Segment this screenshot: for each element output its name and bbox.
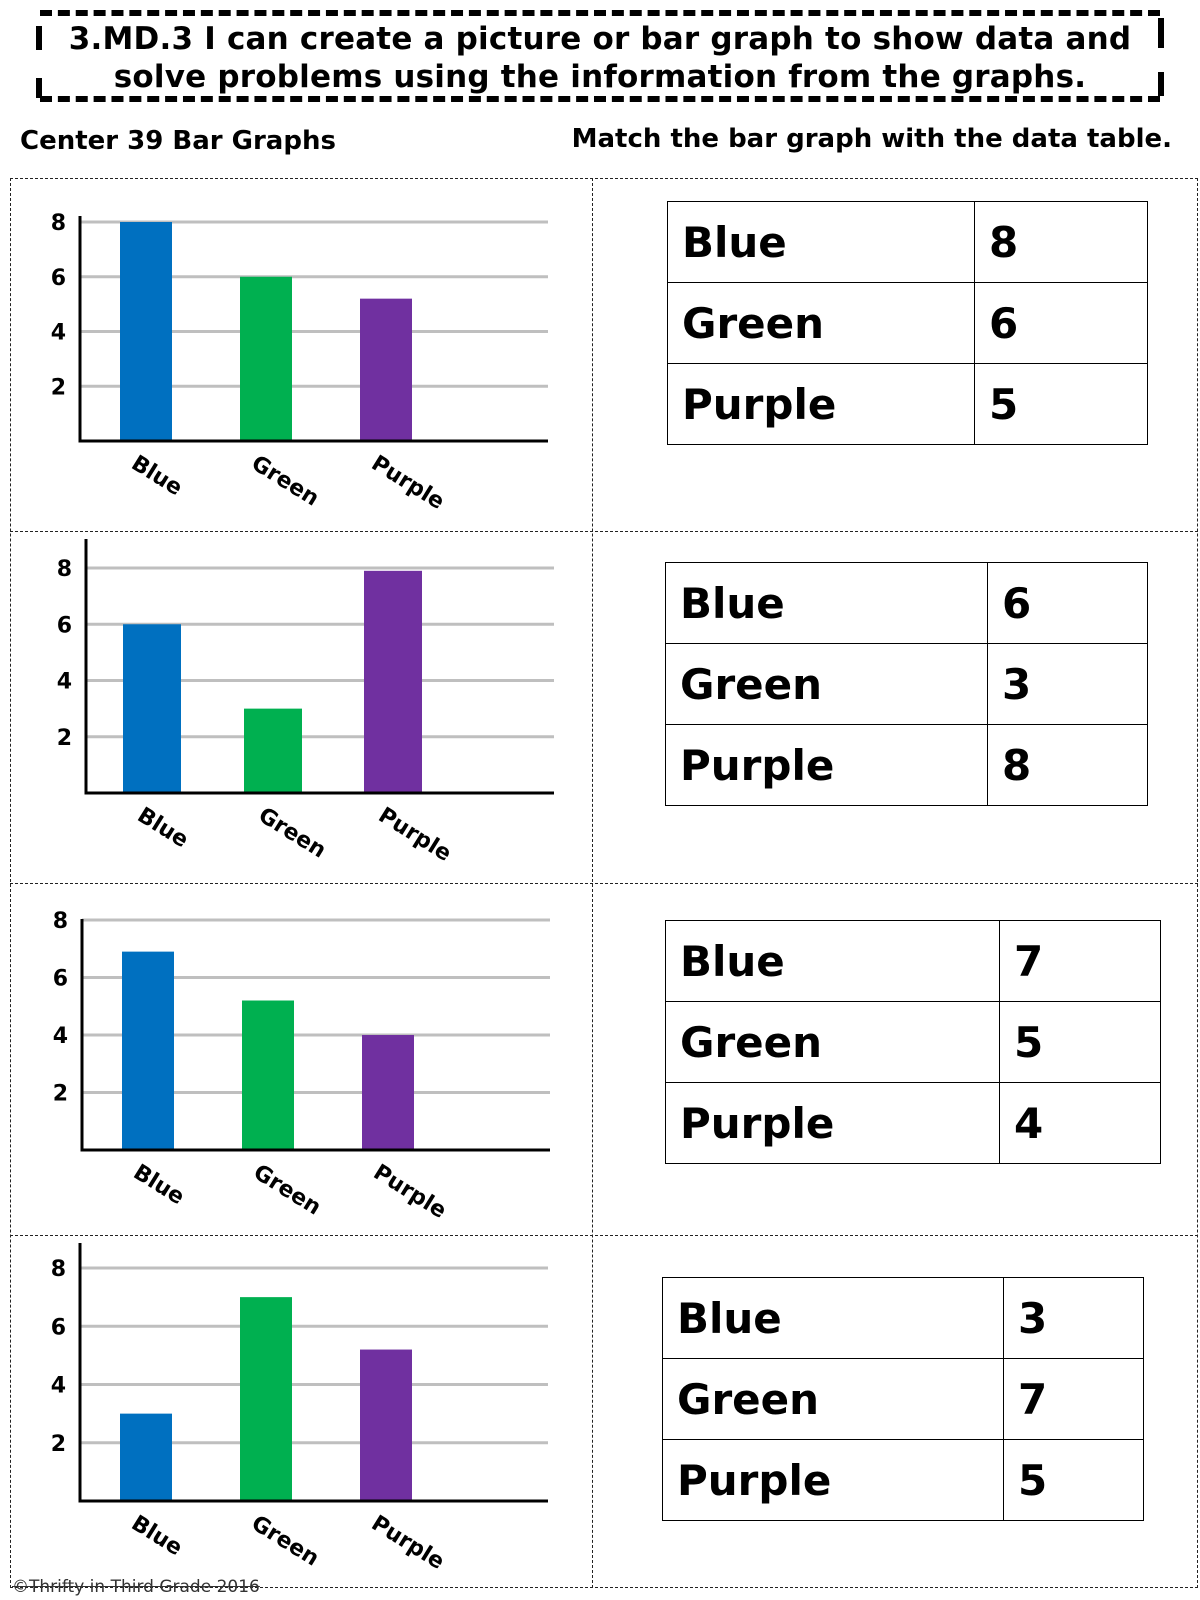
table-value-cell: 6: [987, 562, 1148, 644]
category-label: Blue: [127, 1511, 187, 1561]
table-value-cell: 8: [987, 724, 1148, 806]
bar-purple: [362, 1035, 414, 1150]
bar-purple: [360, 1349, 412, 1501]
objective-banner: 3.MD.3 I can create a picture or bar gra…: [36, 10, 1164, 102]
bar-graph-2: 2 4 6 8 Blue Green Purple: [57, 539, 554, 867]
y-tick-label: 4: [51, 1374, 66, 1399]
category-label: Blue: [129, 1160, 189, 1210]
instructions: Match the bar graph with the data table.: [571, 124, 1172, 154]
table-row: Purple 5: [662, 1439, 1144, 1521]
y-tick-label: 2: [51, 1432, 66, 1457]
category-label: Purple: [367, 1511, 449, 1575]
objective-line-2: solve problems using the information fro…: [113, 59, 1087, 95]
y-tick-label: 4: [51, 321, 66, 346]
cut-line-horizontal: [10, 531, 1198, 532]
bar-green: [244, 708, 302, 793]
table-color-cell: Blue: [665, 562, 988, 644]
y-tick-label: 8: [57, 557, 72, 582]
bar-green: [242, 1000, 294, 1150]
cut-line-horizontal: [10, 1235, 1198, 1236]
table-value-cell: 5: [974, 363, 1148, 445]
table-value-cell: 6: [974, 282, 1148, 364]
category-label: Green: [249, 1160, 325, 1221]
category-label: Green: [247, 451, 323, 512]
table-color-cell: Green: [665, 643, 988, 725]
objective-line-1: 3.MD.3 I can create a picture or bar gra…: [68, 21, 1132, 57]
banner-edge-mark: [1158, 72, 1164, 96]
table-row: Green 6: [667, 282, 1148, 364]
category-label: Green: [254, 803, 330, 864]
table-value-cell: 7: [1003, 1358, 1144, 1440]
table-color-cell: Green: [665, 1001, 1000, 1083]
objective-text: 3.MD.3 I can create a picture or bar gra…: [40, 20, 1160, 96]
y-tick-label: 6: [51, 266, 66, 291]
y-tick-label: 2: [51, 375, 66, 400]
table-color-cell: Purple: [667, 363, 975, 445]
category-label: Purple: [369, 1160, 451, 1224]
table-value-cell: 5: [1003, 1439, 1144, 1521]
table-row: Blue 8: [667, 201, 1148, 283]
category-label: Green: [247, 1511, 323, 1572]
bar-blue: [120, 222, 172, 441]
category-label: Purple: [367, 451, 449, 515]
banner-edge-mark: [36, 26, 42, 50]
center-title: Center 39 Bar Graphs: [20, 126, 336, 156]
table-row: Green 7: [662, 1358, 1144, 1440]
table-value-cell: 3: [1003, 1277, 1144, 1359]
bar-blue: [123, 624, 181, 793]
y-tick-label: 4: [57, 670, 72, 695]
bar-graph-3: 2 4 6 8 Blue Green Purple: [53, 909, 550, 1224]
table-row: Green 5: [665, 1001, 1161, 1083]
table-color-cell: Green: [662, 1358, 1004, 1440]
table-color-cell: Purple: [665, 1082, 1000, 1164]
bar-purple: [360, 298, 412, 441]
bar-purple: [364, 570, 422, 793]
table-color-cell: Purple: [662, 1439, 1004, 1521]
cut-line-horizontal: [10, 883, 1198, 884]
table-row: Green 3: [665, 643, 1148, 725]
table-color-cell: Blue: [662, 1277, 1004, 1359]
data-table-4: Blue 3 Green 7 Purple 5: [662, 1277, 1144, 1521]
category-label: Blue: [133, 803, 193, 853]
data-table-2: Blue 6 Green 3 Purple 8: [665, 562, 1148, 806]
y-tick-label: 2: [53, 1082, 68, 1107]
y-tick-label: 6: [57, 613, 72, 638]
y-tick-label: 6: [53, 967, 68, 992]
y-tick-label: 8: [53, 909, 68, 934]
y-tick-label: 2: [57, 726, 72, 751]
category-label: Blue: [127, 451, 187, 501]
copyright-footer: ©Thrifty in Third Grade 2016: [12, 1577, 260, 1597]
bar-green: [240, 276, 292, 441]
y-tick-label: 6: [51, 1315, 66, 1340]
table-value-cell: 3: [987, 643, 1148, 725]
table-value-cell: 7: [999, 920, 1161, 1002]
y-tick-label: 8: [51, 211, 66, 236]
table-color-cell: Blue: [667, 201, 975, 283]
y-tick-label: 8: [51, 1257, 66, 1282]
table-color-cell: Green: [667, 282, 975, 364]
bar-blue: [122, 951, 174, 1150]
y-tick-label: 4: [53, 1024, 68, 1049]
table-value-cell: 4: [999, 1082, 1161, 1164]
bar-blue: [120, 1413, 172, 1501]
banner-edge-mark: [36, 78, 42, 98]
table-row: Purple 8: [665, 724, 1148, 806]
table-row: Blue 6: [665, 562, 1148, 644]
table-row: Purple 4: [665, 1082, 1161, 1164]
table-color-cell: Purple: [665, 724, 988, 806]
bar-green: [240, 1297, 292, 1501]
data-table-3: Blue 7 Green 5 Purple 4: [665, 920, 1161, 1164]
bar-graph-4: 2 4 6 8 Blue Green Purple: [51, 1243, 548, 1575]
table-row: Blue 7: [665, 920, 1161, 1002]
table-value-cell: 8: [974, 201, 1148, 283]
bar-graph-1: 2 4 6 8 Blue Green Purple: [51, 211, 548, 515]
table-color-cell: Blue: [665, 920, 1000, 1002]
table-row: Blue 3: [662, 1277, 1144, 1359]
table-row: Purple 5: [667, 363, 1148, 445]
banner-edge-mark: [1158, 18, 1164, 48]
table-value-cell: 5: [999, 1001, 1161, 1083]
category-label: Purple: [374, 803, 456, 867]
data-table-1: Blue 8 Green 6 Purple 5: [667, 201, 1148, 445]
